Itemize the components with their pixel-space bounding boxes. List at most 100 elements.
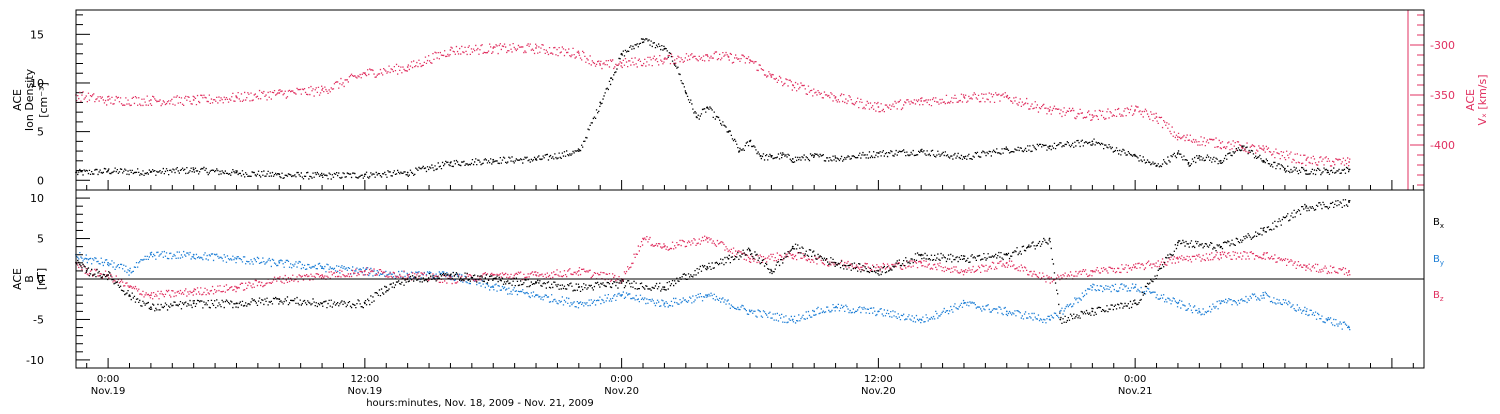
- top-right-tick-label: -300: [1430, 39, 1455, 52]
- vx-series-point: [577, 52, 580, 54]
- bx-series-point: [620, 282, 623, 284]
- by-series-point: [663, 302, 666, 305]
- bz-series-point: [364, 270, 366, 272]
- vx-series-point: [663, 58, 666, 60]
- by-series-point: [235, 257, 238, 260]
- ion-density-series-point: [1284, 167, 1286, 170]
- ion-density-series-point: [535, 158, 537, 160]
- by-series-point: [1048, 318, 1051, 321]
- bx-series-point: [1177, 241, 1179, 244]
- bottom-x-ticks: 0:00Nov.1912:00Nov.190:00Nov.2012:00Nov.…: [86, 180, 1414, 397]
- ion-density-series-point: [1091, 140, 1094, 143]
- ion-density-series-point: [963, 156, 965, 158]
- ion-density-series-point: [1187, 161, 1190, 164]
- by-series-point: [577, 302, 580, 305]
- by-series-point: [492, 286, 495, 288]
- bx-series-point: [449, 274, 452, 276]
- ion-density-series-point: [706, 106, 709, 109]
- legend-bz: Bz: [1433, 290, 1444, 303]
- vx-series-point: [1048, 109, 1051, 111]
- vx-series-point: [706, 54, 709, 56]
- top-left-axis-label: ACE Ion Density [cm⁻³]: [11, 68, 50, 131]
- vx-series-point: [1262, 149, 1265, 151]
- bz-series-point: [663, 245, 666, 248]
- top-left-label-line2: Ion Density: [23, 68, 36, 131]
- x-tick-label-date: Nov.20: [861, 386, 896, 397]
- by-series-point: [1134, 286, 1136, 288]
- by-series-point: [620, 294, 623, 297]
- bz-series-point: [535, 274, 537, 276]
- bz-series-point: [1262, 253, 1265, 256]
- x-tick-label-date: Nov.19: [348, 386, 383, 397]
- legend: Bx By Bz: [1433, 217, 1444, 303]
- legend-by: By: [1433, 254, 1444, 267]
- vx-series-point: [599, 64, 602, 66]
- bx-series-point: [1059, 318, 1062, 321]
- ion-density-series-point: [813, 155, 816, 157]
- by-series-point: [877, 310, 880, 313]
- top-series-layer: [75, 38, 1351, 180]
- by-series-point: [128, 270, 131, 272]
- top-panel: 0 5 10 15 -300 -350 -400 ACE Ion Density [cm⁻…: [11, 9, 1489, 191]
- bz-series-point: [791, 253, 794, 256]
- bx-series-point: [1027, 245, 1030, 248]
- by-series-point: [150, 253, 152, 256]
- bz-series-point: [492, 274, 495, 276]
- by-series-point: [963, 302, 965, 305]
- bx-series-point: [770, 270, 773, 272]
- ion-density-series-point: [684, 91, 687, 94]
- x-tick-label-time: 0:00: [97, 374, 119, 385]
- ion-density-series-point: [150, 170, 152, 173]
- bz-series-point: [706, 237, 709, 240]
- ion-density-series-point: [781, 154, 783, 156]
- vx-series-point: [1091, 114, 1094, 116]
- bottom-left-tick-label: -5: [33, 313, 44, 326]
- ion-density-series-point: [321, 174, 323, 177]
- vx-series-point: [920, 100, 923, 102]
- top-right-label-super: ACE: [1464, 89, 1477, 111]
- top-left-ticks: 0 5 10 15: [30, 14, 90, 187]
- vx-series-point: [321, 89, 323, 91]
- ion-density-series-point: [642, 38, 644, 41]
- by-series-point: [1091, 286, 1094, 288]
- bx-series-point: [321, 302, 323, 305]
- vx-series-point: [449, 49, 452, 51]
- ion-density-series: [75, 38, 1351, 180]
- bx-series: [75, 199, 1351, 324]
- ion-density-series-point: [599, 101, 602, 104]
- ion-density-series-point: [834, 157, 837, 159]
- by-series-point: [321, 266, 323, 268]
- bz-series-point: [1348, 270, 1350, 272]
- top-left-tick-label: 15: [30, 28, 44, 41]
- top-left-tick-label: 5: [37, 126, 44, 139]
- ion-density-series-point: [1005, 148, 1008, 151]
- top-right-ticks: -300 -350 -400: [1407, 10, 1455, 190]
- vx-series-point: [963, 96, 965, 98]
- vx-series-point: [1005, 96, 1008, 98]
- bottom-left-label-line1: ACE: [11, 268, 24, 290]
- bz-series-point: [642, 237, 644, 240]
- bz-series-point: [1305, 266, 1308, 268]
- bx-series-point: [1134, 302, 1136, 305]
- x-tick-label-time: 0:00: [1124, 374, 1146, 385]
- ion-density-series-point: [738, 150, 741, 153]
- bx-series-point: [535, 282, 537, 284]
- bx-series-point: [85, 270, 88, 272]
- ion-density-series-point: [235, 171, 238, 174]
- bz-series-point: [1219, 253, 1222, 256]
- ion-density-series-point: [1262, 159, 1265, 162]
- vx-series-point: [877, 106, 880, 108]
- bx-series-point: [1048, 237, 1051, 240]
- bottom-left-tick-label: 5: [37, 233, 44, 246]
- bx-series-point: [128, 294, 131, 297]
- vx-series-point: [791, 84, 794, 86]
- top-left-tick-label: 0: [37, 174, 44, 187]
- ion-density-series-point: [1326, 169, 1329, 172]
- bx-series-point: [749, 249, 751, 252]
- bx-series-point: [364, 302, 366, 305]
- ion-density-series-point: [920, 150, 923, 153]
- bx-series-point: [107, 274, 109, 276]
- bz-series-point: [128, 286, 131, 288]
- ion-density-series-point: [1177, 152, 1179, 154]
- bz-series-point: [321, 274, 323, 276]
